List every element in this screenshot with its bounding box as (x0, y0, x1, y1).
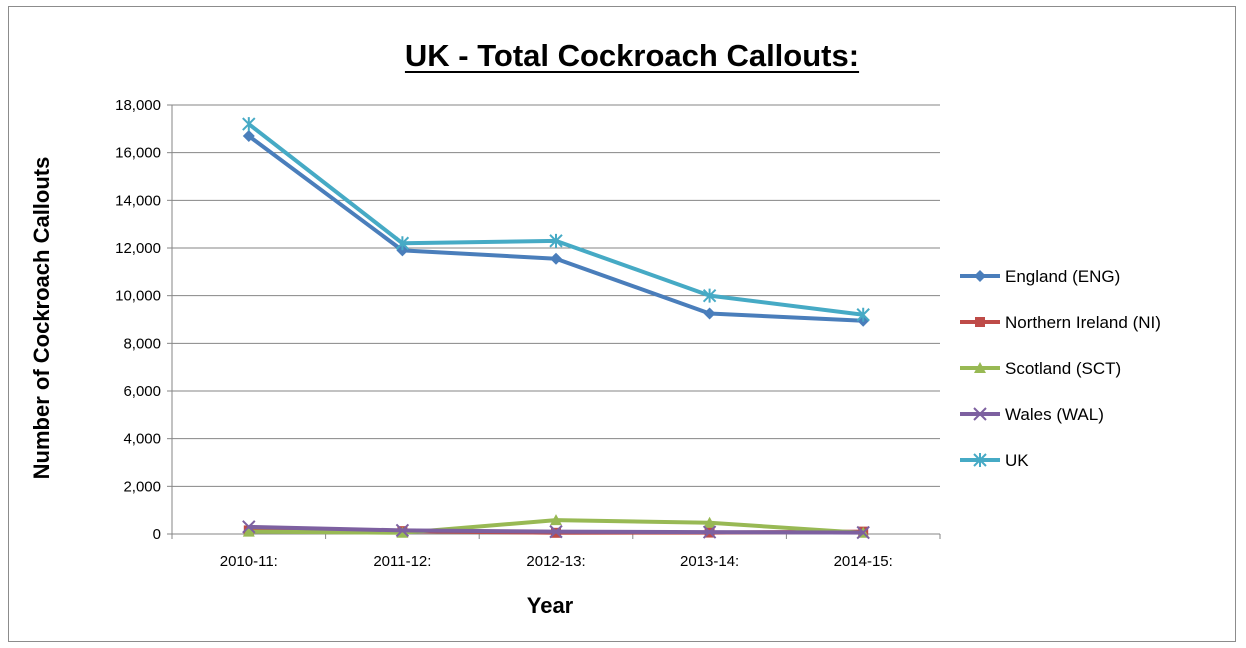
marker-triangle (242, 525, 255, 537)
chart-title: UK - Total Cockroach Callouts: (405, 38, 859, 73)
legend-label: Northern Ireland (NI) (1005, 313, 1161, 332)
marker-star (702, 288, 717, 303)
legend-label: UK (1005, 451, 1029, 470)
y-axis-title: Number of Cockroach Callouts (29, 157, 54, 480)
legend-item: Wales (WAL) (960, 405, 1104, 424)
y-tick-label: 12,000 (115, 240, 161, 257)
marker-diamond (242, 129, 255, 142)
series-line (247, 134, 864, 323)
x-tick-label: 2014-15: (834, 553, 893, 570)
y-tick-label: 18,000 (115, 97, 161, 114)
marker-x (549, 524, 563, 539)
x-axis-title: Year (527, 593, 574, 618)
marker-triangle (550, 514, 562, 526)
marker-diamond (703, 307, 716, 320)
marker-star (395, 236, 410, 251)
x-tick-label: 2012-13: (526, 553, 585, 570)
legend-item: UK (960, 451, 1029, 470)
y-tick-label: 2,000 (123, 478, 161, 495)
y-tick-label: 0 (153, 526, 161, 543)
x-tick-label: 2010-11: (220, 553, 278, 570)
marker-triangle (703, 516, 716, 528)
marker-x (702, 525, 717, 539)
marker-x (973, 407, 987, 421)
legend-item: Northern Ireland (NI) (960, 313, 1161, 332)
marker-star (973, 453, 987, 467)
x-tick-label: 2011-12: (373, 553, 431, 570)
chart-frame (8, 6, 1236, 642)
y-tick-label: 10,000 (115, 288, 161, 305)
legend-label: England (ENG) (1005, 267, 1120, 286)
legend-item: England (ENG) (960, 267, 1120, 286)
marker-star (856, 307, 870, 322)
marker-x (242, 520, 256, 534)
y-tick-label: 8,000 (123, 335, 161, 352)
series-wales-wal (242, 520, 870, 540)
marker-star (242, 117, 256, 132)
legend-label: Scotland (SCT) (1005, 359, 1121, 378)
marker-diamond (550, 252, 562, 265)
x-tick-label: 2013-14: (680, 553, 739, 570)
y-tick-label: 6,000 (123, 383, 161, 400)
marker-x (395, 523, 410, 538)
series-england-eng (242, 129, 870, 327)
y-tick-label: 4,000 (123, 431, 161, 448)
y-tick-label: 16,000 (115, 145, 161, 162)
series-uk (242, 117, 870, 322)
marker-x (856, 525, 870, 540)
y-tick-label: 14,000 (115, 192, 161, 209)
marker-square (975, 317, 985, 327)
legend-item: Scotland (SCT) (960, 359, 1121, 378)
legend-label: Wales (WAL) (1005, 405, 1104, 424)
marker-triangle (974, 362, 986, 373)
marker-diamond (974, 270, 986, 282)
marker-star (549, 233, 563, 248)
